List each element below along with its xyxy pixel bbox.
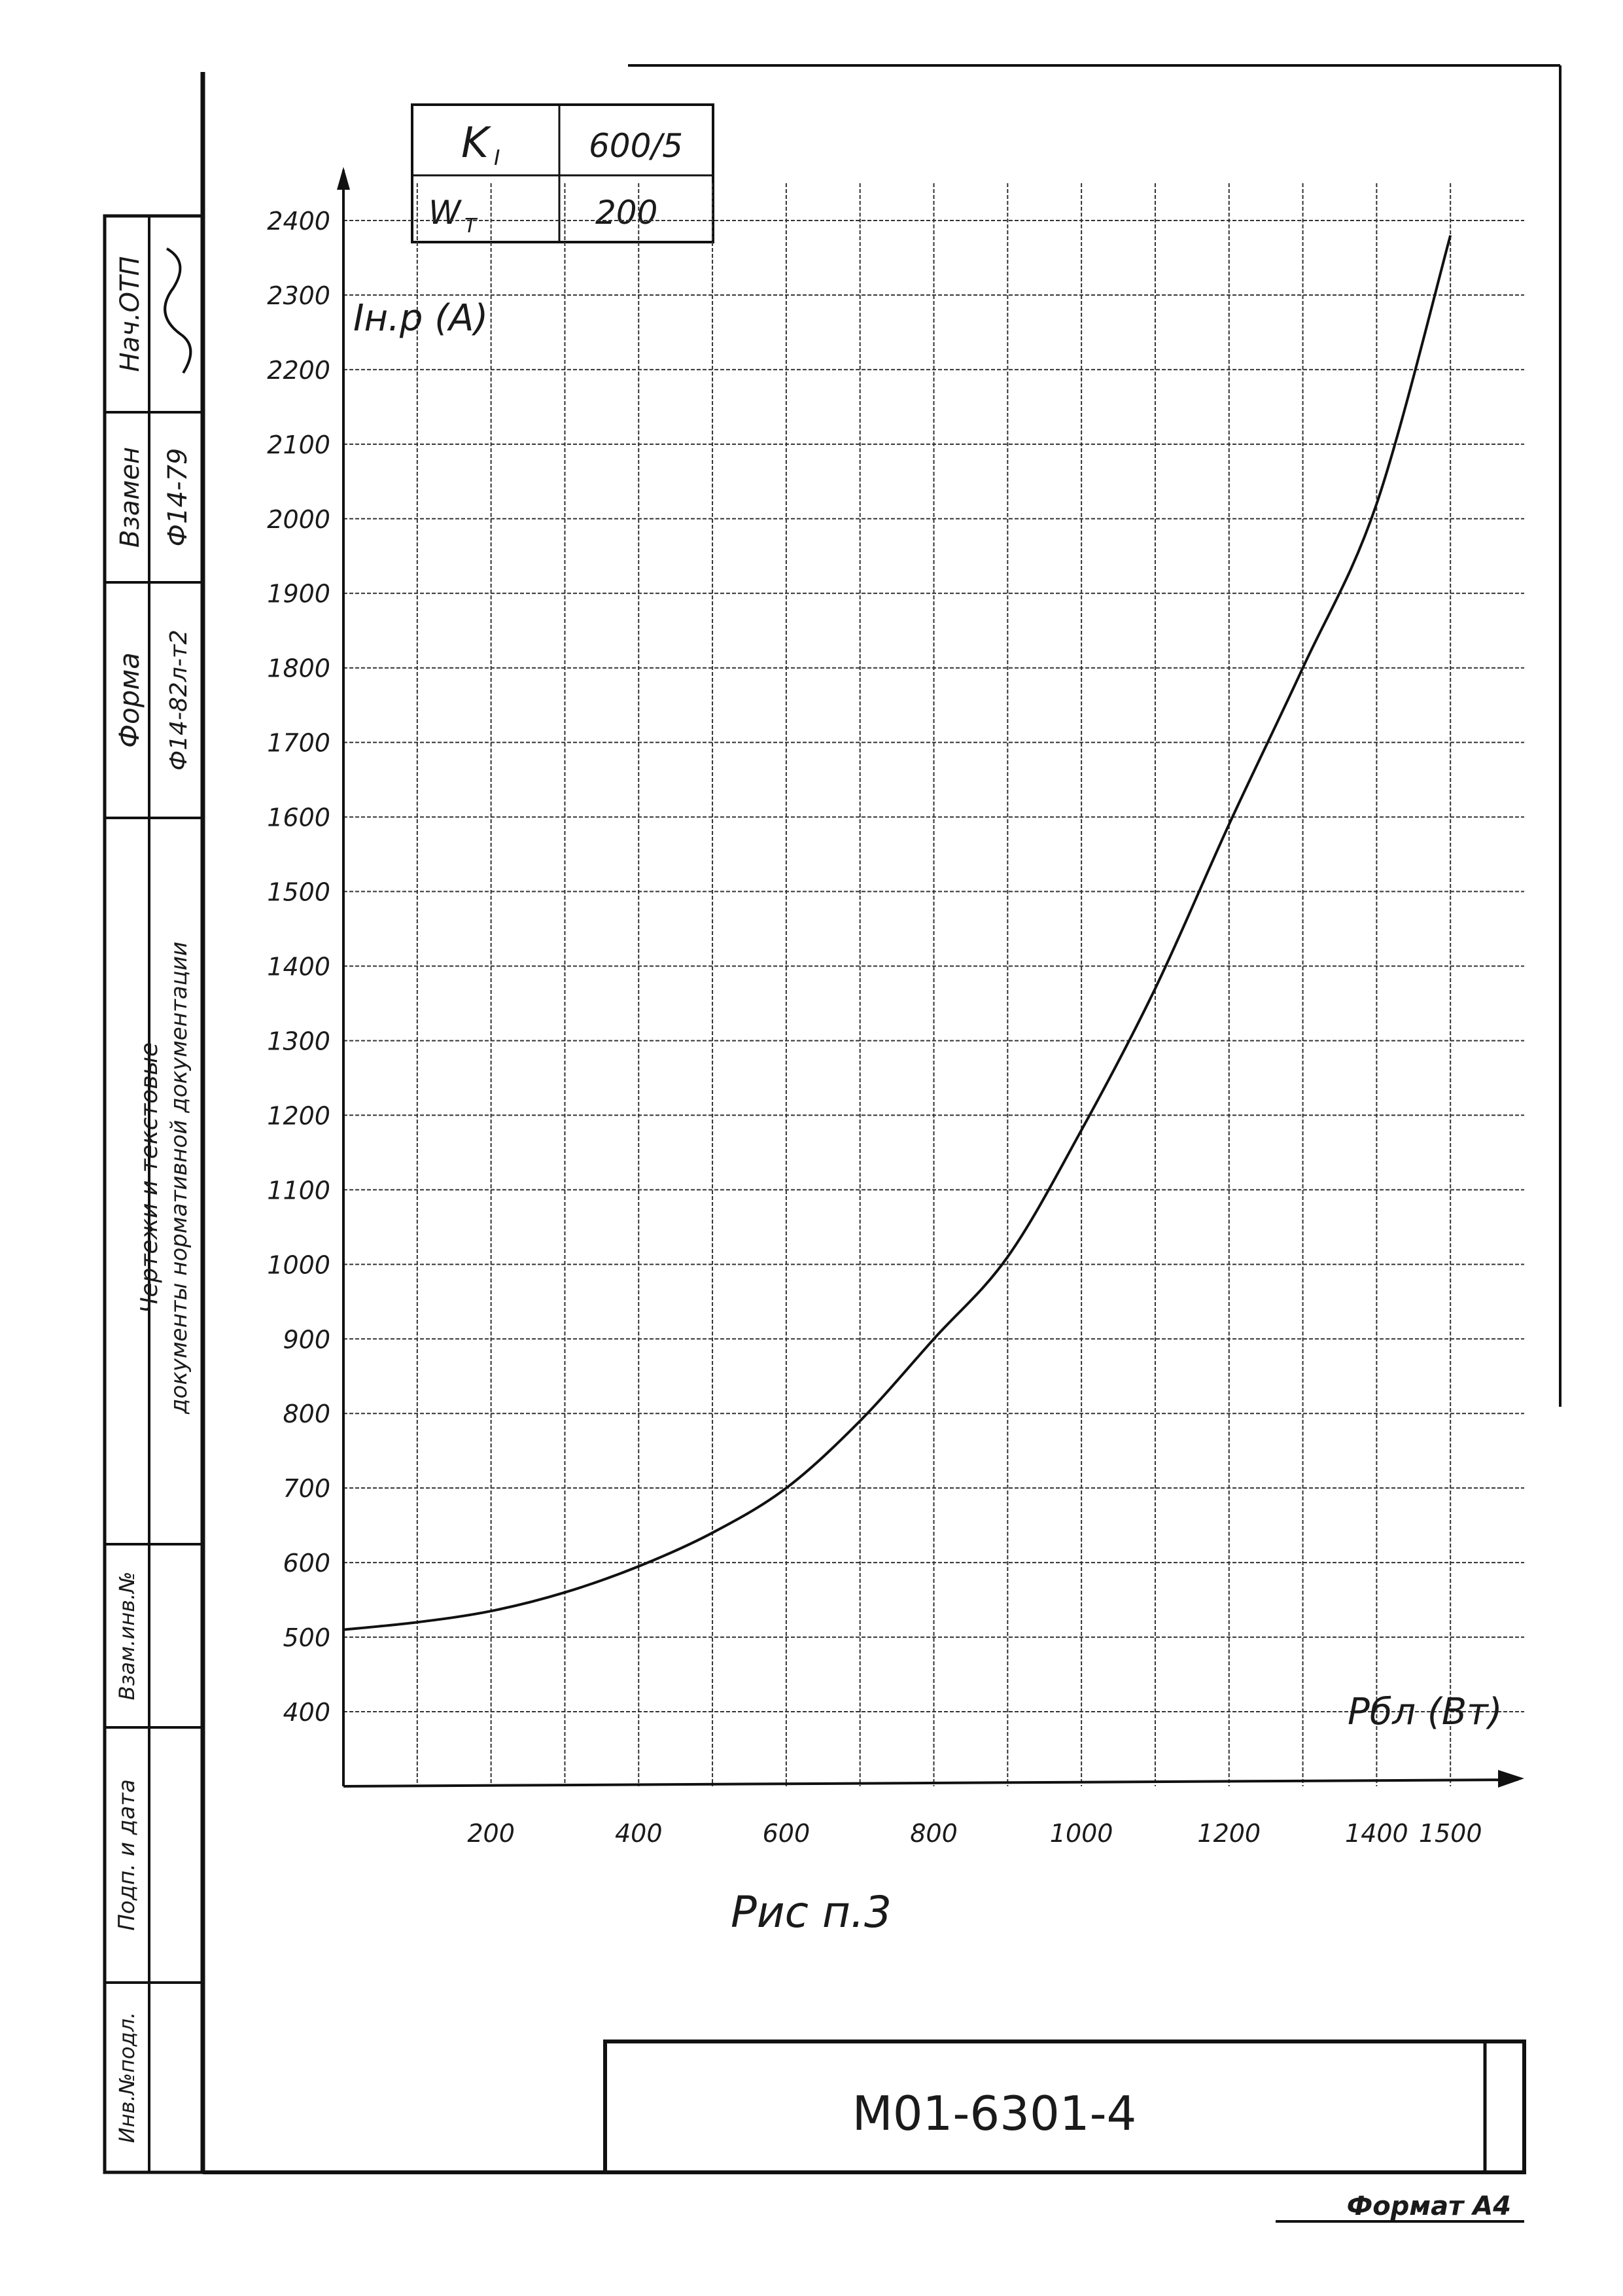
y-axis-arrow: [337, 167, 350, 190]
forma-value: Ф14-82л-т2: [166, 629, 192, 770]
series-line: [343, 235, 1452, 1631]
x-tick-label: 600: [763, 1819, 811, 1848]
y-tick-label: 1200: [267, 1101, 330, 1130]
y-tick-label: 2200: [267, 356, 330, 385]
param-w-name: W: [428, 194, 462, 232]
vzam-inv-label: Взам.инв.№: [114, 1572, 139, 1701]
y-tick-label: 1100: [267, 1176, 330, 1205]
chart-tick-labels: 400 500 600 700 800 900 1000 1100 1200 1300 1400 15…: [267, 207, 1482, 1848]
x-axis-line: [343, 1778, 1518, 1788]
param-w-subscript: T: [464, 215, 478, 238]
figure-caption: Рис п.3: [731, 1887, 892, 1937]
x-tick-label: 1200: [1197, 1819, 1261, 1848]
y-axis-label: Iн.р (A): [353, 297, 488, 340]
title-block-border: [603, 2040, 1526, 2174]
y-tick-label: 900: [283, 1325, 330, 1354]
y-tick-label: 2000: [267, 505, 330, 534]
y-tick-label: 500: [283, 1623, 330, 1652]
document-code: М01-6301-4: [852, 2086, 1137, 2141]
x-tick-label: 200: [467, 1819, 515, 1848]
y-tick-label: 1600: [267, 804, 330, 832]
chart-grid: [343, 183, 1524, 1786]
title-block: М01-6301-4: [603, 2040, 1526, 2174]
inv-podl-label: Инв.№подл.: [114, 2012, 139, 2143]
description-line-1: Чертежи и текстовые: [136, 1042, 163, 1313]
y-tick-label: 1300: [267, 1027, 330, 1055]
description-line-2: документы нормативной документации: [166, 942, 192, 1415]
vzamen-label: Взамен: [115, 447, 145, 548]
param-k-subscript: I: [494, 145, 500, 170]
forma-label: Форма: [113, 652, 145, 748]
x-tick-label: 1400: [1345, 1819, 1408, 1848]
chart: 400 500 600 700 800 900 1000 1100 1200 1300 1400 15…: [267, 167, 1524, 1848]
side-stamp: Нач.ОТП Взамен Ф14-79 Форма Ф14-82л-т2 Ч…: [103, 214, 205, 2174]
nach-otp-label: Нач.ОТП: [115, 256, 145, 372]
x-tick-label: 1500: [1419, 1819, 1482, 1848]
x-axis-arrow: [1498, 1770, 1524, 1788]
parameter-table: K I 600/5 W T 200: [411, 103, 714, 243]
format-label: Формат А4: [1347, 2191, 1511, 2221]
parameter-table-border: [411, 103, 714, 243]
y-tick-label: 2100: [267, 431, 330, 459]
x-tick-label: 1000: [1050, 1819, 1113, 1848]
y-tick-label: 2300: [267, 281, 330, 310]
y-tick-label: 800: [283, 1400, 330, 1428]
y-tick-label: 1800: [267, 654, 330, 683]
y-tick-label: 2400: [267, 207, 330, 236]
x-tick-label: 400: [615, 1819, 663, 1848]
param-k-value: 600/5: [589, 127, 683, 165]
x-tick-label: 800: [910, 1819, 958, 1848]
y-tick-label: 1000: [267, 1250, 330, 1279]
chart-axes: [337, 167, 1524, 1788]
y-tick-label: 600: [283, 1549, 330, 1578]
signature-mark: [164, 247, 192, 374]
side-stamp-border: [103, 214, 205, 2174]
y-tick-label: 1700: [267, 729, 330, 758]
y-tick-label: 1400: [267, 953, 330, 981]
y-tick-label: 1900: [267, 580, 330, 609]
chart-series: [343, 235, 1452, 1631]
x-axis-label: Pбл (Вт): [1348, 1691, 1503, 1733]
param-k-name: K: [461, 119, 492, 168]
param-w-value: 200: [595, 194, 657, 232]
y-tick-label: 700: [283, 1474, 330, 1503]
y-tick-label: 1500: [267, 878, 330, 907]
y-tick-label: 400: [283, 1698, 330, 1727]
vzamen-value: Ф14-79: [163, 448, 193, 547]
podp-data-label: Подп. и дата: [114, 1779, 140, 1931]
